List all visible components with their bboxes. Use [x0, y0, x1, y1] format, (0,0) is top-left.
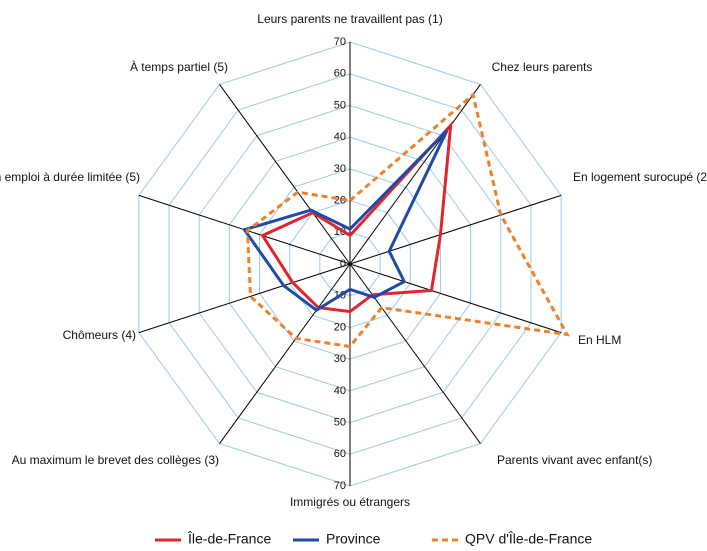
- tick-label: 10: [334, 226, 346, 238]
- category-label: Chômeurs (4): [63, 328, 136, 342]
- tick-label: 60: [334, 68, 346, 80]
- category-label: Chez leurs parents: [492, 60, 593, 74]
- category-label: Leurs parents ne travaillent pas (1): [257, 12, 442, 26]
- tick-label: 70: [334, 36, 346, 48]
- legend-label: QPV d'Île-de-France: [465, 531, 592, 547]
- axis-spoke: [349, 194, 562, 265]
- category-label: En HLM: [578, 333, 621, 347]
- axis-spoke: [138, 263, 351, 334]
- series-line: [245, 91, 570, 349]
- axis-spoke: [349, 263, 562, 334]
- axis-spoke: [349, 84, 481, 265]
- category-label: En emploi à durée limitée (5): [0, 170, 140, 184]
- category-label: Immigrés ou étrangers: [290, 495, 410, 509]
- tick-label: 30: [334, 163, 346, 175]
- tick-label: 70: [334, 480, 346, 492]
- category-label: En logement surocupé (2): [573, 170, 707, 184]
- axis-spoke: [219, 84, 351, 265]
- category-label: Parents vivant avec enfant(s): [497, 453, 652, 467]
- legend-label: Île-de-France: [187, 531, 271, 547]
- tick-label: 20: [334, 321, 346, 333]
- tick-label: 40: [334, 131, 346, 143]
- axis-spoke: [219, 263, 351, 444]
- category-label: Au maximum le brevet des collèges (3): [12, 453, 219, 467]
- tick-label: 40: [334, 385, 346, 397]
- tick-label: 50: [334, 416, 346, 428]
- tick-label: 30: [334, 353, 346, 365]
- tick-label: 50: [334, 99, 346, 111]
- tick-label: 60: [334, 448, 346, 460]
- series-line: [242, 129, 449, 312]
- series-line: [260, 121, 453, 314]
- tick-label: 0: [340, 258, 346, 270]
- legend-label: Province: [326, 531, 381, 547]
- category-label: À temps partiel (5): [130, 59, 228, 74]
